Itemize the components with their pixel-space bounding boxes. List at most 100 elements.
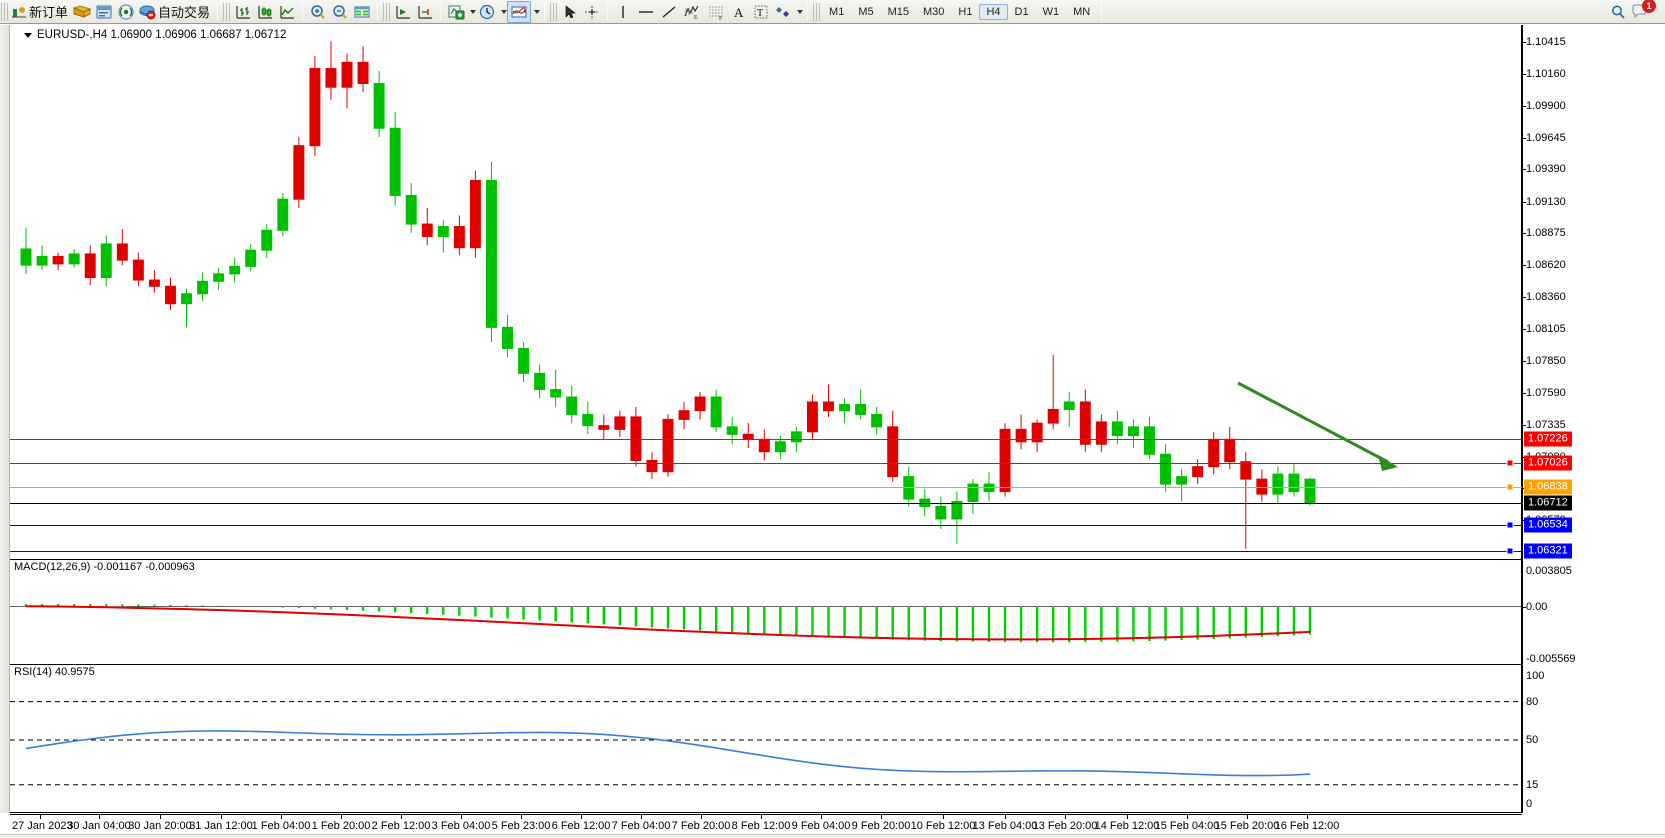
candle xyxy=(1031,422,1043,443)
toolbar-grip-5[interactable] xyxy=(813,2,821,21)
candle xyxy=(951,501,963,520)
toolbar-grip-2[interactable] xyxy=(223,2,231,21)
text-label-button[interactable]: T xyxy=(750,1,772,23)
toolbar-grip-4[interactable] xyxy=(550,2,558,21)
candle xyxy=(935,506,947,520)
timeframe-mn[interactable]: MN xyxy=(1073,5,1091,18)
resistance-line-2[interactable] xyxy=(10,463,1522,465)
chart-menu-caret-icon[interactable] xyxy=(24,32,32,38)
time-tick-mark xyxy=(1307,815,1308,819)
timeframe-d1[interactable]: D1 xyxy=(1014,5,1029,18)
data-window-button[interactable] xyxy=(93,1,115,23)
timeframe-h1[interactable]: H1 xyxy=(958,5,973,18)
folder-button[interactable] xyxy=(71,1,93,23)
time-tick-mark xyxy=(821,815,822,819)
main-toolbar: 新订单 xyxy=(0,0,1665,24)
auto-scroll-button[interactable] xyxy=(414,1,436,23)
rsi-panel-divider xyxy=(10,664,1522,665)
timeframe-h4[interactable]: H4 xyxy=(979,3,1008,20)
timeframe-w1[interactable]: W1 xyxy=(1042,5,1060,18)
search-button[interactable] xyxy=(1607,1,1629,23)
bar-chart-button[interactable] xyxy=(232,1,254,23)
time-axis-label: 16 Feb 12:00 xyxy=(1274,820,1340,832)
rsi-plot xyxy=(10,701,1522,786)
candle xyxy=(967,483,979,503)
period-dropdown-arrow[interactable] xyxy=(501,9,508,14)
chart-canvas[interactable]: EURUSD-,H4 1.06900 1.06906 1.06687 1.067… xyxy=(10,25,1522,813)
svg-text:A: A xyxy=(734,5,744,20)
timeframe-m5[interactable]: M5 xyxy=(858,5,874,18)
resistance-line-2-handle[interactable] xyxy=(1506,459,1514,467)
toolbar-separator-6 xyxy=(607,2,609,21)
line-chart-button[interactable] xyxy=(276,1,298,23)
grid-button[interactable] xyxy=(351,1,373,23)
timeframe-m15[interactable]: M15 xyxy=(887,5,909,18)
resistance-line-2-label[interactable]: 1.07026 xyxy=(1524,455,1572,471)
price-tick-mark xyxy=(1522,265,1526,267)
time-axis-label: 9 Feb 04:00 xyxy=(791,820,851,832)
zoom-in-button[interactable] xyxy=(307,1,329,23)
crosshair-button[interactable] xyxy=(581,1,603,23)
auto-scroll-icon xyxy=(416,4,434,20)
support-line-2-handle[interactable] xyxy=(1506,547,1514,555)
hline-button[interactable] xyxy=(634,1,658,23)
timeframe-m1[interactable]: M1 xyxy=(829,5,845,18)
current-price-line-label[interactable]: 1.06712 xyxy=(1524,495,1572,511)
period-button[interactable] xyxy=(476,1,498,23)
resistance-line-1[interactable] xyxy=(10,438,1522,440)
price-tick-label: 1.10415 xyxy=(1526,35,1566,48)
candle xyxy=(646,459,658,473)
support-line-2[interactable] xyxy=(10,551,1522,553)
add-indicator-dropdown-arrow[interactable] xyxy=(470,9,477,14)
support-line-1[interactable] xyxy=(10,524,1522,526)
fibonacci-button[interactable]: F xyxy=(704,1,728,23)
time-tick-mark xyxy=(1127,815,1128,819)
shapes-button[interactable] xyxy=(772,1,794,23)
broadcast-button[interactable] xyxy=(115,1,137,23)
alerts-button[interactable]: 1 xyxy=(1629,0,1656,23)
candlestick-chart-button[interactable] xyxy=(254,1,276,23)
support-line-1-label[interactable]: 1.06534 xyxy=(1524,517,1572,533)
new-order-button[interactable]: 新订单 xyxy=(10,1,71,23)
price-axis[interactable]: 1.10415 1.10160 1.09900 1.09645 1.09390 1.091… xyxy=(1522,25,1665,813)
time-axis-label: 6 Feb 12:00 xyxy=(551,820,611,832)
resistance-line-1-label[interactable]: 1.07226 xyxy=(1524,431,1572,447)
trendline-button[interactable] xyxy=(658,1,680,23)
templates-dropdown-arrow[interactable] xyxy=(534,9,541,14)
current-price-line[interactable] xyxy=(10,502,1522,504)
templates-button[interactable] xyxy=(507,0,532,23)
new-order-icon xyxy=(11,4,27,20)
candle xyxy=(68,253,80,265)
text-button[interactable]: A xyxy=(728,1,750,23)
pivot-line-handle[interactable] xyxy=(1506,483,1514,491)
support-line-2-label[interactable]: 1.06321 xyxy=(1524,543,1572,559)
support-line-1-handle[interactable] xyxy=(1506,521,1514,529)
chart-shift-button[interactable] xyxy=(392,1,414,23)
candle xyxy=(1304,478,1316,504)
price-axis-line xyxy=(1522,25,1523,813)
time-axis-label: 27 Jan 2023 xyxy=(12,820,73,832)
price-tick-mark xyxy=(1522,73,1526,75)
candle xyxy=(469,180,481,249)
pivot-line-label[interactable]: 1.06838 xyxy=(1524,479,1572,495)
pivot-line[interactable] xyxy=(10,486,1522,488)
add-indicator-button[interactable] xyxy=(445,1,467,23)
time-tick-mark xyxy=(641,815,642,819)
timeframe-m30[interactable]: M30 xyxy=(923,5,945,18)
price-plot xyxy=(20,41,1316,549)
toolbar-grip-3[interactable] xyxy=(383,2,391,21)
cursor-button[interactable] xyxy=(559,1,581,23)
zoom-out-button[interactable] xyxy=(329,1,351,23)
autotrade-button[interactable]: 自动交易 xyxy=(137,1,213,23)
elliott-wave-button[interactable]: E xyxy=(680,1,704,23)
text-icon: A xyxy=(732,4,746,20)
candle xyxy=(710,396,722,428)
toolbar-grip[interactable] xyxy=(1,2,8,21)
candle xyxy=(1272,473,1284,495)
vline-button[interactable] xyxy=(612,1,634,23)
time-axis-label: 30 Jan 20:00 xyxy=(128,820,192,832)
candle xyxy=(550,389,562,398)
new-order-label: 新订单 xyxy=(29,6,69,21)
shapes-dropdown-arrow[interactable] xyxy=(797,9,804,14)
chart-scroll-gutter[interactable] xyxy=(0,25,10,813)
